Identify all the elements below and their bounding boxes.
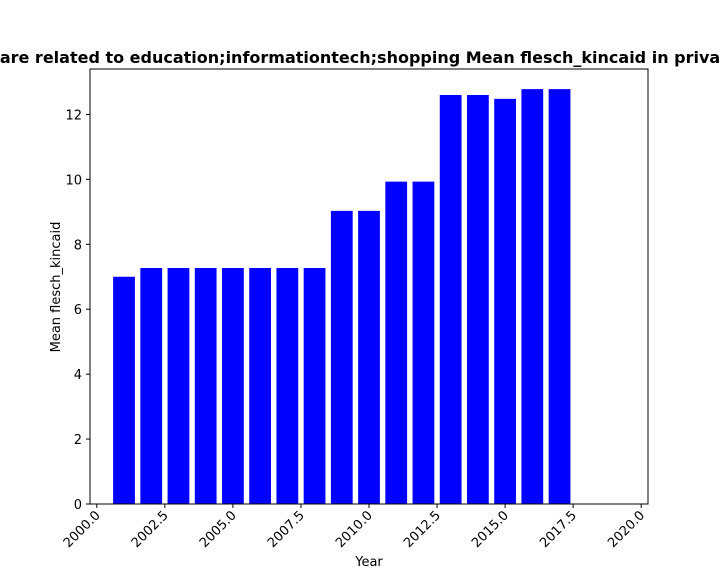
y-tick-label: 8	[74, 238, 82, 253]
y-axis-ticks: 0 2 4 6 8 10 12	[65, 108, 90, 513]
x-tick-label: 2020.0	[605, 508, 648, 551]
x-axis-label: Year	[354, 555, 383, 570]
x-tick-label: 2012.5	[401, 508, 444, 551]
bar-2017	[548, 89, 571, 505]
y-axis-label: Mean flesch_kincaid	[49, 222, 64, 353]
x-tick-label: 2007.5	[265, 508, 308, 551]
y-tick-label: 2	[74, 433, 82, 448]
bar-2003	[167, 267, 190, 504]
y-tick-label: 4	[74, 368, 82, 383]
x-tick-label: 2005.0	[197, 508, 240, 551]
bar-2011	[385, 181, 408, 505]
bar-2002	[140, 267, 163, 504]
x-axis-ticks: 2000.0 2002.5 2005.0 2007.5 2010.0 2012.5 2015…	[61, 504, 648, 551]
bar-2016	[521, 89, 544, 505]
x-tick-label: 2017.5	[537, 508, 580, 551]
bar-2001	[113, 276, 135, 504]
bar-2013	[439, 94, 462, 504]
bar-2005	[222, 267, 244, 504]
bar-2007	[276, 267, 299, 504]
x-tick-label: 2000.0	[61, 508, 104, 551]
bar-2014	[466, 94, 489, 504]
x-tick-label: 2002.5	[129, 508, 172, 551]
chart-title: are related to education;informationtech…	[0, 48, 720, 67]
x-tick-label: 2015.0	[469, 508, 512, 551]
bar-2009	[330, 210, 353, 504]
bars	[113, 89, 571, 505]
y-tick-label: 10	[65, 173, 82, 188]
y-tick-label: 0	[74, 498, 82, 513]
bar-2010	[358, 210, 380, 504]
bar-2012	[412, 181, 435, 505]
bar-2004	[194, 267, 217, 504]
bar-2008	[303, 267, 326, 504]
bar-2015	[494, 98, 516, 505]
y-tick-label: 6	[74, 303, 82, 318]
bar-2006	[249, 267, 272, 504]
y-tick-label: 12	[65, 108, 82, 123]
x-tick-label: 2010.0	[333, 508, 376, 551]
